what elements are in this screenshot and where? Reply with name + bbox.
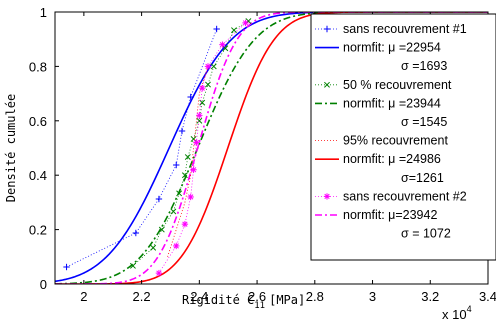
x-tick-label: 2.8	[306, 289, 324, 304]
legend-label-sigma: σ =1693	[401, 59, 447, 73]
legend-box	[310, 13, 496, 261]
plot-curves	[55, 12, 488, 284]
y-tick-label: 0.4	[29, 168, 47, 183]
legend-label-sigma: σ = 1072	[401, 227, 451, 241]
y-tick-label: 1	[40, 5, 47, 20]
data-point	[196, 117, 203, 124]
data-point	[63, 263, 70, 271]
data-point	[184, 154, 191, 161]
x-axis-label-unit: [MPa]	[269, 293, 305, 307]
x-tick-label: 2.2	[133, 289, 151, 304]
x-tick-label: 2.6	[248, 289, 266, 304]
legend-marker	[323, 193, 331, 200]
x-tick-label: 3.4	[479, 289, 496, 304]
y-tick-label: 0.8	[29, 59, 47, 74]
legend-label: 50 % recouvrement	[343, 78, 452, 92]
legend-label: normfit: μ =24986	[343, 152, 441, 166]
data-point	[199, 84, 206, 92]
data-point	[173, 242, 180, 250]
legend-label: 95% recouvrement	[343, 134, 448, 148]
data-point	[181, 220, 189, 228]
fit-curve-1	[55, 12, 488, 283]
data-point	[158, 226, 165, 233]
legend-marker	[324, 81, 330, 88]
y-tick-label: 0.2	[29, 223, 47, 238]
fit-curve-3	[55, 12, 488, 284]
series-line-1	[66, 28, 218, 268]
y-tick-label: 0	[40, 277, 47, 292]
x-multiplier: x 104	[442, 304, 472, 322]
data-point	[213, 25, 220, 33]
data-point	[155, 269, 163, 277]
x-axis-label-main: Rigidité C	[182, 293, 254, 307]
x-axis-label-subscript: 11	[254, 301, 265, 311]
legend: sans recouvrement #1 normfit: μ =22954 σ =…	[310, 13, 496, 261]
data-point	[187, 93, 194, 101]
data-point	[196, 112, 203, 119]
legend-marker	[323, 25, 331, 33]
data-point	[187, 193, 194, 201]
data-point	[205, 81, 211, 88]
y-tick-label: 0.6	[29, 114, 47, 129]
data-point	[150, 244, 157, 251]
x-tick-label: 3.2	[421, 289, 439, 304]
data-point	[173, 161, 180, 169]
data-point	[222, 45, 229, 52]
data-point	[199, 99, 206, 106]
legend-label: normfit: μ =22954	[343, 41, 441, 55]
data-point	[170, 208, 177, 215]
data-point	[210, 63, 217, 70]
data-point	[176, 190, 183, 197]
data-point	[242, 19, 249, 27]
x-multiplier-exponent: 4	[467, 304, 472, 314]
x-tick-label: 2.4	[190, 289, 208, 304]
data-point	[155, 195, 163, 203]
data-point	[219, 41, 226, 48]
data-point	[178, 127, 186, 135]
legend-label-sigma: σ=1261	[401, 171, 444, 185]
data-point	[132, 229, 140, 237]
x-axis-label: Rigidité C11 [MPa]	[182, 293, 305, 311]
data-point	[204, 63, 212, 70]
legend-label: normfit: μ =23944	[343, 96, 441, 110]
legend-label-sigma: σ =1545	[401, 115, 447, 129]
data-point	[181, 172, 188, 179]
series-line-3	[167, 66, 209, 257]
series-line-4	[158, 22, 246, 274]
data-point	[190, 166, 197, 173]
data-point	[129, 262, 136, 269]
fit-curve-2	[55, 12, 488, 284]
x-tick-label: 2	[80, 289, 87, 304]
data-point	[193, 139, 200, 146]
data-point	[231, 27, 237, 34]
legend-label: normfit: μ=23942	[343, 208, 437, 222]
legend-label: sans recouvrement #2	[343, 189, 467, 203]
data-point	[190, 135, 197, 142]
x-tick-label: 3	[369, 289, 376, 304]
y-axis-label: Densité cumulée	[4, 94, 18, 202]
series-line-2	[132, 20, 249, 267]
x-multiplier-base: x 10	[442, 307, 467, 322]
legend-label: sans recouvrement #1	[343, 22, 467, 36]
